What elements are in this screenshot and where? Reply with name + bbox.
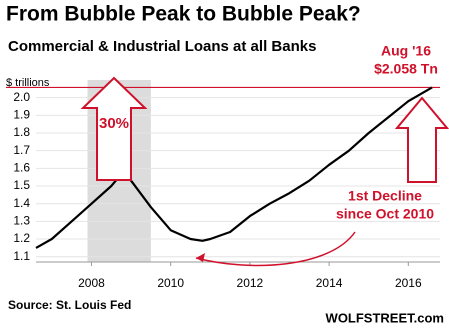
decline-label: since Oct 2010 xyxy=(336,206,434,222)
x-tick-label: 2014 xyxy=(316,276,343,290)
plot: 1.1 1.2 1.3 1.4 1.5 1.6 1.7 1.8 1.9 2.0 2008 2010 20… xyxy=(6,80,440,290)
y-tick-label: 1.6 xyxy=(13,161,30,175)
y-tick-label: 1.5 xyxy=(13,178,30,192)
source: Source: St. Louis Fed xyxy=(8,298,131,312)
up-arrow xyxy=(394,96,449,183)
y-tick-label: 1.3 xyxy=(13,214,30,228)
arrow-head xyxy=(196,253,205,262)
chart-title: From Bubble Peak to Bubble Peak? xyxy=(6,3,361,26)
y-unit: $ trillions xyxy=(6,77,50,89)
watermark: WOLFSTREET.com xyxy=(326,310,444,325)
x-tick-label: 2016 xyxy=(395,276,422,290)
data-line xyxy=(35,86,433,249)
y-tick-label: 1.9 xyxy=(13,108,30,122)
peak-value: $2.058 Tn xyxy=(374,61,438,77)
up-arrow xyxy=(80,76,148,181)
curved-arrow xyxy=(195,231,356,267)
y-tick-label: 2.0 xyxy=(13,90,30,104)
y-tick-label: 1.7 xyxy=(13,143,30,157)
x-tick-label: 2008 xyxy=(78,276,105,290)
peak-date: Aug '16 xyxy=(381,43,431,59)
y-tick-label: 1.8 xyxy=(13,125,30,139)
x-tick-label: 2010 xyxy=(157,276,184,290)
decline-label: 1st Decline xyxy=(348,188,422,204)
chart-subtitle: Commercial & Industrial Loans at all Ban… xyxy=(8,38,316,55)
y-tick-label: 1.4 xyxy=(13,196,30,210)
x-tick-label: 2012 xyxy=(237,276,264,290)
y-tick-label: 1.2 xyxy=(13,231,30,245)
y-tick-label: 1.1 xyxy=(13,249,30,263)
change-label: 30% xyxy=(99,115,129,132)
